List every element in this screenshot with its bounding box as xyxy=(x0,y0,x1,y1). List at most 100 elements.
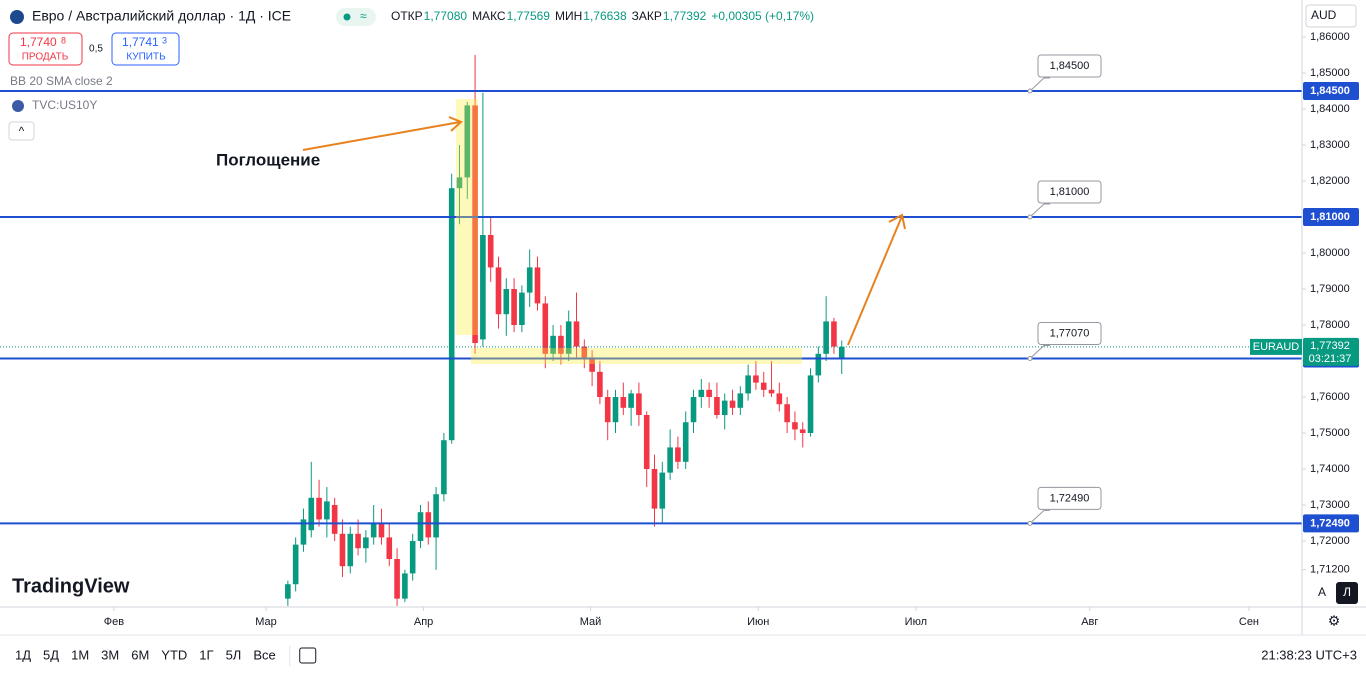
currency-button[interactable] xyxy=(1305,4,1357,28)
candle-body xyxy=(480,235,486,340)
callout-label: 1,77070 xyxy=(1050,327,1090,339)
candle-body xyxy=(347,533,354,567)
candle-body xyxy=(636,393,642,416)
ohlc-value: 1,76638 xyxy=(583,9,627,23)
candle-body xyxy=(706,389,712,398)
candle-body xyxy=(620,397,627,408)
range-button[interactable]: 1Д xyxy=(15,647,31,662)
callout-label: 1,84500 xyxy=(1050,60,1090,72)
candle-body xyxy=(464,105,471,178)
price-axis: 1,86000 1,85000 1,84000 1,83000 1,82000 1,810… xyxy=(104,31,1359,628)
buy-button[interactable] xyxy=(111,32,180,66)
candle-body xyxy=(729,400,736,408)
candle-body xyxy=(784,404,790,423)
candle-body xyxy=(714,397,720,416)
candle-body xyxy=(737,393,744,408)
y-tick-label: 1,73000 xyxy=(1310,499,1350,511)
range-button[interactable]: Все xyxy=(253,647,275,662)
range-button[interactable]: 5Л xyxy=(226,647,242,662)
ohlc-label: МИН xyxy=(555,9,582,23)
candle-body xyxy=(838,346,845,359)
x-tick-label: Авг xyxy=(1081,616,1098,628)
price-tag xyxy=(1303,337,1359,366)
plot: 1,84500 1,81000 1,77070 1,72490 xyxy=(0,54,1302,606)
settings-icon[interactable]: ⚙ xyxy=(1328,613,1341,629)
y-tick-label: 1,71200 xyxy=(1310,564,1350,576)
callout-box xyxy=(1037,486,1102,510)
candle-body xyxy=(823,321,829,354)
highlight-box xyxy=(471,348,802,364)
range-button[interactable]: 5Д xyxy=(43,647,59,662)
y-tick-label: 1,84000 xyxy=(1310,103,1350,115)
callout-label: 1,81000 xyxy=(1050,186,1090,198)
date-range-icon[interactable] xyxy=(299,647,317,664)
candle-body xyxy=(378,523,385,538)
callout-box xyxy=(1037,180,1102,204)
y-tick-label: 1,79000 xyxy=(1310,283,1350,295)
candle-body xyxy=(300,519,307,545)
candle-body xyxy=(581,346,588,358)
level-anchor xyxy=(1027,520,1033,526)
callout-pointer xyxy=(1029,77,1050,92)
buy-label: КУПИТЬ xyxy=(126,52,166,63)
status-pill xyxy=(336,8,376,26)
range-button[interactable]: 6М xyxy=(131,647,149,662)
callout-pointer xyxy=(1029,344,1050,359)
candle-body xyxy=(316,497,322,520)
candle-body xyxy=(331,505,338,534)
candle-body xyxy=(745,375,751,394)
candle-body xyxy=(651,469,658,509)
candle-body xyxy=(355,533,361,549)
range-button[interactable]: 1М xyxy=(71,647,89,662)
status-dot xyxy=(343,13,351,21)
y-tick-label: 1,86000 xyxy=(1310,31,1350,43)
candle-body xyxy=(285,584,291,599)
candle-body xyxy=(799,429,806,434)
y-tick-label: 1,85000 xyxy=(1310,67,1350,79)
level-anchor xyxy=(1027,88,1033,94)
log-button[interactable]: Л xyxy=(1343,585,1351,599)
candle-body xyxy=(768,389,775,394)
candle-body xyxy=(792,422,798,430)
candle-body xyxy=(815,353,822,376)
ohlc-value: 1,77569 xyxy=(507,9,551,23)
status-icon: ≈ xyxy=(360,9,367,23)
symbol-icon xyxy=(10,10,24,24)
sell-button[interactable] xyxy=(8,32,83,66)
ohlc-value: 1,77080 xyxy=(424,9,468,23)
candle-body xyxy=(495,267,502,315)
auto-button[interactable]: A xyxy=(1318,585,1326,599)
level-anchor xyxy=(1027,214,1033,220)
candle-body xyxy=(565,321,572,354)
candle-body xyxy=(760,382,767,390)
range-button[interactable]: 3М xyxy=(101,647,119,662)
log-button-bg[interactable] xyxy=(1336,582,1358,604)
range-button[interactable]: 1Г xyxy=(199,647,213,662)
candle-body xyxy=(534,267,541,304)
candle-body xyxy=(589,357,595,372)
ohlc-value: 1,77392 xyxy=(663,9,707,23)
candle-body xyxy=(402,573,408,599)
candle-body xyxy=(690,397,697,423)
candle-body xyxy=(659,472,666,509)
y-tick-label: 1,82000 xyxy=(1310,175,1350,187)
candle-body xyxy=(363,537,369,549)
callout-box xyxy=(1037,54,1102,78)
candle-body xyxy=(433,494,439,538)
candle-body xyxy=(370,523,377,538)
buy-price: 1,7741 xyxy=(122,35,159,49)
candle-body xyxy=(675,447,681,462)
candle-body xyxy=(643,415,650,470)
level-tag-label: 1,84500 xyxy=(1310,85,1350,97)
candle-body xyxy=(409,541,416,574)
clock: 21:38:23 UTC+3 xyxy=(1261,647,1357,662)
indicator: TVC:US10Y xyxy=(32,98,97,112)
candle-body xyxy=(628,393,634,408)
candle-body xyxy=(807,375,814,434)
ohlc-change: +0,00305 (+0,17%) xyxy=(711,9,814,23)
range-button[interactable]: YTD xyxy=(161,647,187,662)
candle-body xyxy=(425,512,432,538)
collapse-button[interactable] xyxy=(8,121,35,141)
x-tick-label: Сен xyxy=(1239,616,1259,628)
